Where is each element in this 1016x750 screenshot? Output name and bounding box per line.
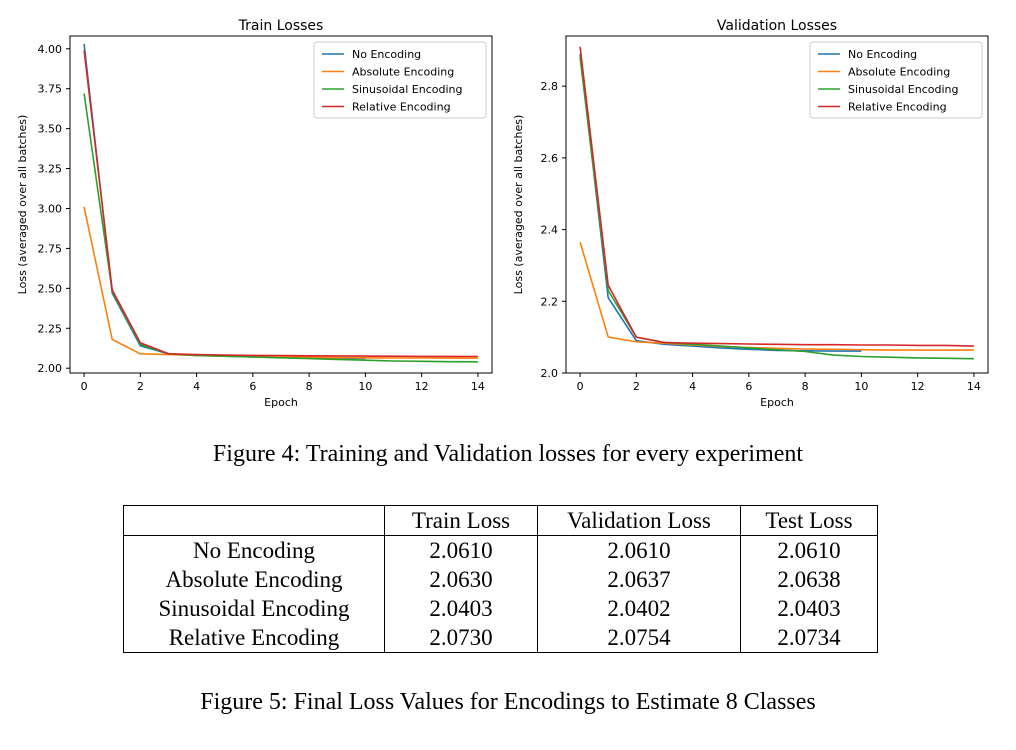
figure-5-caption: Figure 5: Final Loss Values for Encoding…	[200, 689, 816, 715]
series-line-relative-encoding	[579, 46, 974, 347]
validation-losses-chart: Validation Losses 0 2 4 6 8 10 12 14 2.0 2.2 2.4 2.6…	[512, 18, 989, 409]
chart-title: Train Losses	[238, 18, 324, 34]
table-header-cell: Test Loss	[740, 505, 878, 536]
table-row: Relative Encoding 2.0730 2.0754 2.0734	[123, 623, 878, 653]
x-tick-label: 12	[415, 380, 429, 393]
chart-title: Validation Losses	[717, 18, 837, 34]
table-cell: 2.0730	[384, 623, 538, 653]
x-tick-label: 14	[967, 380, 981, 393]
x-tick-label: 6	[745, 380, 752, 393]
x-tick-label: 2	[137, 380, 144, 393]
x-tick-label: 10	[358, 380, 372, 393]
axes-frame	[565, 35, 989, 374]
figure-4-caption: Figure 4: Training and Validation losses…	[212, 441, 804, 467]
table-row: No Encoding 2.0610 2.0610 2.0610	[123, 535, 878, 565]
table-cell: 2.0630	[384, 565, 538, 594]
y-tick-label: 2.00	[38, 362, 63, 375]
series-line-sinusoidal-encoding	[83, 93, 478, 363]
series-line-relative-encoding	[83, 50, 478, 358]
table-cell: 2.0610	[537, 535, 741, 565]
series-line-absolute-encoding	[83, 206, 478, 359]
table-cell: 2.0638	[740, 565, 878, 594]
table-cell: 2.0403	[740, 594, 878, 623]
table-header-cell: Train Loss	[384, 505, 538, 536]
table-cell: 2.0403	[384, 594, 538, 623]
x-axis-label: Epoch	[264, 396, 298, 409]
x-tick-label: 14	[471, 380, 485, 393]
final-loss-table: Train Loss Validation Loss Test Loss No …	[123, 505, 878, 653]
legend-label: No Encoding	[848, 48, 917, 61]
table-cell: 2.0610	[740, 535, 878, 565]
table-cell: 2.0637	[537, 565, 741, 594]
table-cell: No Encoding	[123, 535, 385, 565]
y-tick-label: 2.0	[541, 367, 559, 380]
table-cell: Absolute Encoding	[123, 565, 385, 594]
y-tick-label: 3.25	[38, 163, 63, 176]
x-tick-label: 0	[577, 380, 584, 393]
legend-label: Relative Encoding	[352, 101, 451, 114]
y-axis-label: Loss (averaged over all batches)	[512, 115, 525, 295]
table-cell: Sinusoidal Encoding	[123, 594, 385, 623]
y-tick-label: 3.75	[38, 83, 63, 96]
x-tick-label: 8	[802, 380, 809, 393]
legend-label: Absolute Encoding	[352, 66, 454, 79]
table-row: Sinusoidal Encoding 2.0403 2.0402 2.0403	[123, 594, 878, 623]
legend-label: Relative Encoding	[848, 101, 947, 114]
x-tick-label: 12	[911, 380, 925, 393]
legend-box	[809, 41, 983, 119]
table-cell: 2.0610	[384, 535, 538, 565]
table-row: Absolute Encoding 2.0630 2.0637 2.0638	[123, 565, 878, 594]
table-cell: 2.0734	[740, 623, 878, 653]
table-cell: Relative Encoding	[123, 623, 385, 653]
y-axis-label: Loss (averaged over all batches)	[16, 115, 29, 295]
table-header-row: Train Loss Validation Loss Test Loss	[123, 505, 878, 536]
legend-label: Absolute Encoding	[848, 66, 950, 79]
x-tick-label: 10	[854, 380, 868, 393]
y-tick-label: 2.25	[38, 322, 63, 335]
legend-label: Sinusoidal Encoding	[352, 83, 462, 96]
legend-label: Sinusoidal Encoding	[848, 83, 958, 96]
y-tick-label: 2.8	[541, 80, 559, 93]
x-tick-label: 8	[306, 380, 313, 393]
y-tick-label: 2.75	[38, 242, 63, 255]
table-header-cell: Validation Loss	[537, 505, 741, 536]
y-tick-label: 2.6	[541, 152, 559, 165]
legend-box	[313, 41, 487, 119]
x-axis-label: Epoch	[760, 396, 794, 409]
table-cell: 2.0754	[537, 623, 741, 653]
x-tick-label: 0	[81, 380, 88, 393]
legend-label: No Encoding	[352, 48, 421, 61]
y-tick-label: 4.00	[38, 43, 63, 56]
x-tick-label: 4	[689, 380, 696, 393]
table-header-cell	[123, 505, 385, 536]
y-tick-label: 2.50	[38, 282, 63, 295]
x-tick-label: 6	[249, 380, 256, 393]
series-line-absolute-encoding	[579, 241, 974, 351]
train-losses-chart: Train Losses 0 2 4 6 8 10 12 14 2.00 2.25 2.50 2.75 3…	[16, 18, 493, 409]
y-tick-label: 3.00	[38, 202, 63, 215]
y-tick-label: 2.4	[541, 224, 559, 237]
axes-frame	[69, 35, 493, 374]
series-line-no-encoding	[579, 53, 862, 352]
x-tick-label: 2	[633, 380, 640, 393]
y-tick-label: 3.50	[38, 123, 63, 136]
table-cell: 2.0402	[537, 594, 741, 623]
y-tick-label: 2.2	[541, 295, 559, 308]
x-tick-label: 4	[193, 380, 200, 393]
